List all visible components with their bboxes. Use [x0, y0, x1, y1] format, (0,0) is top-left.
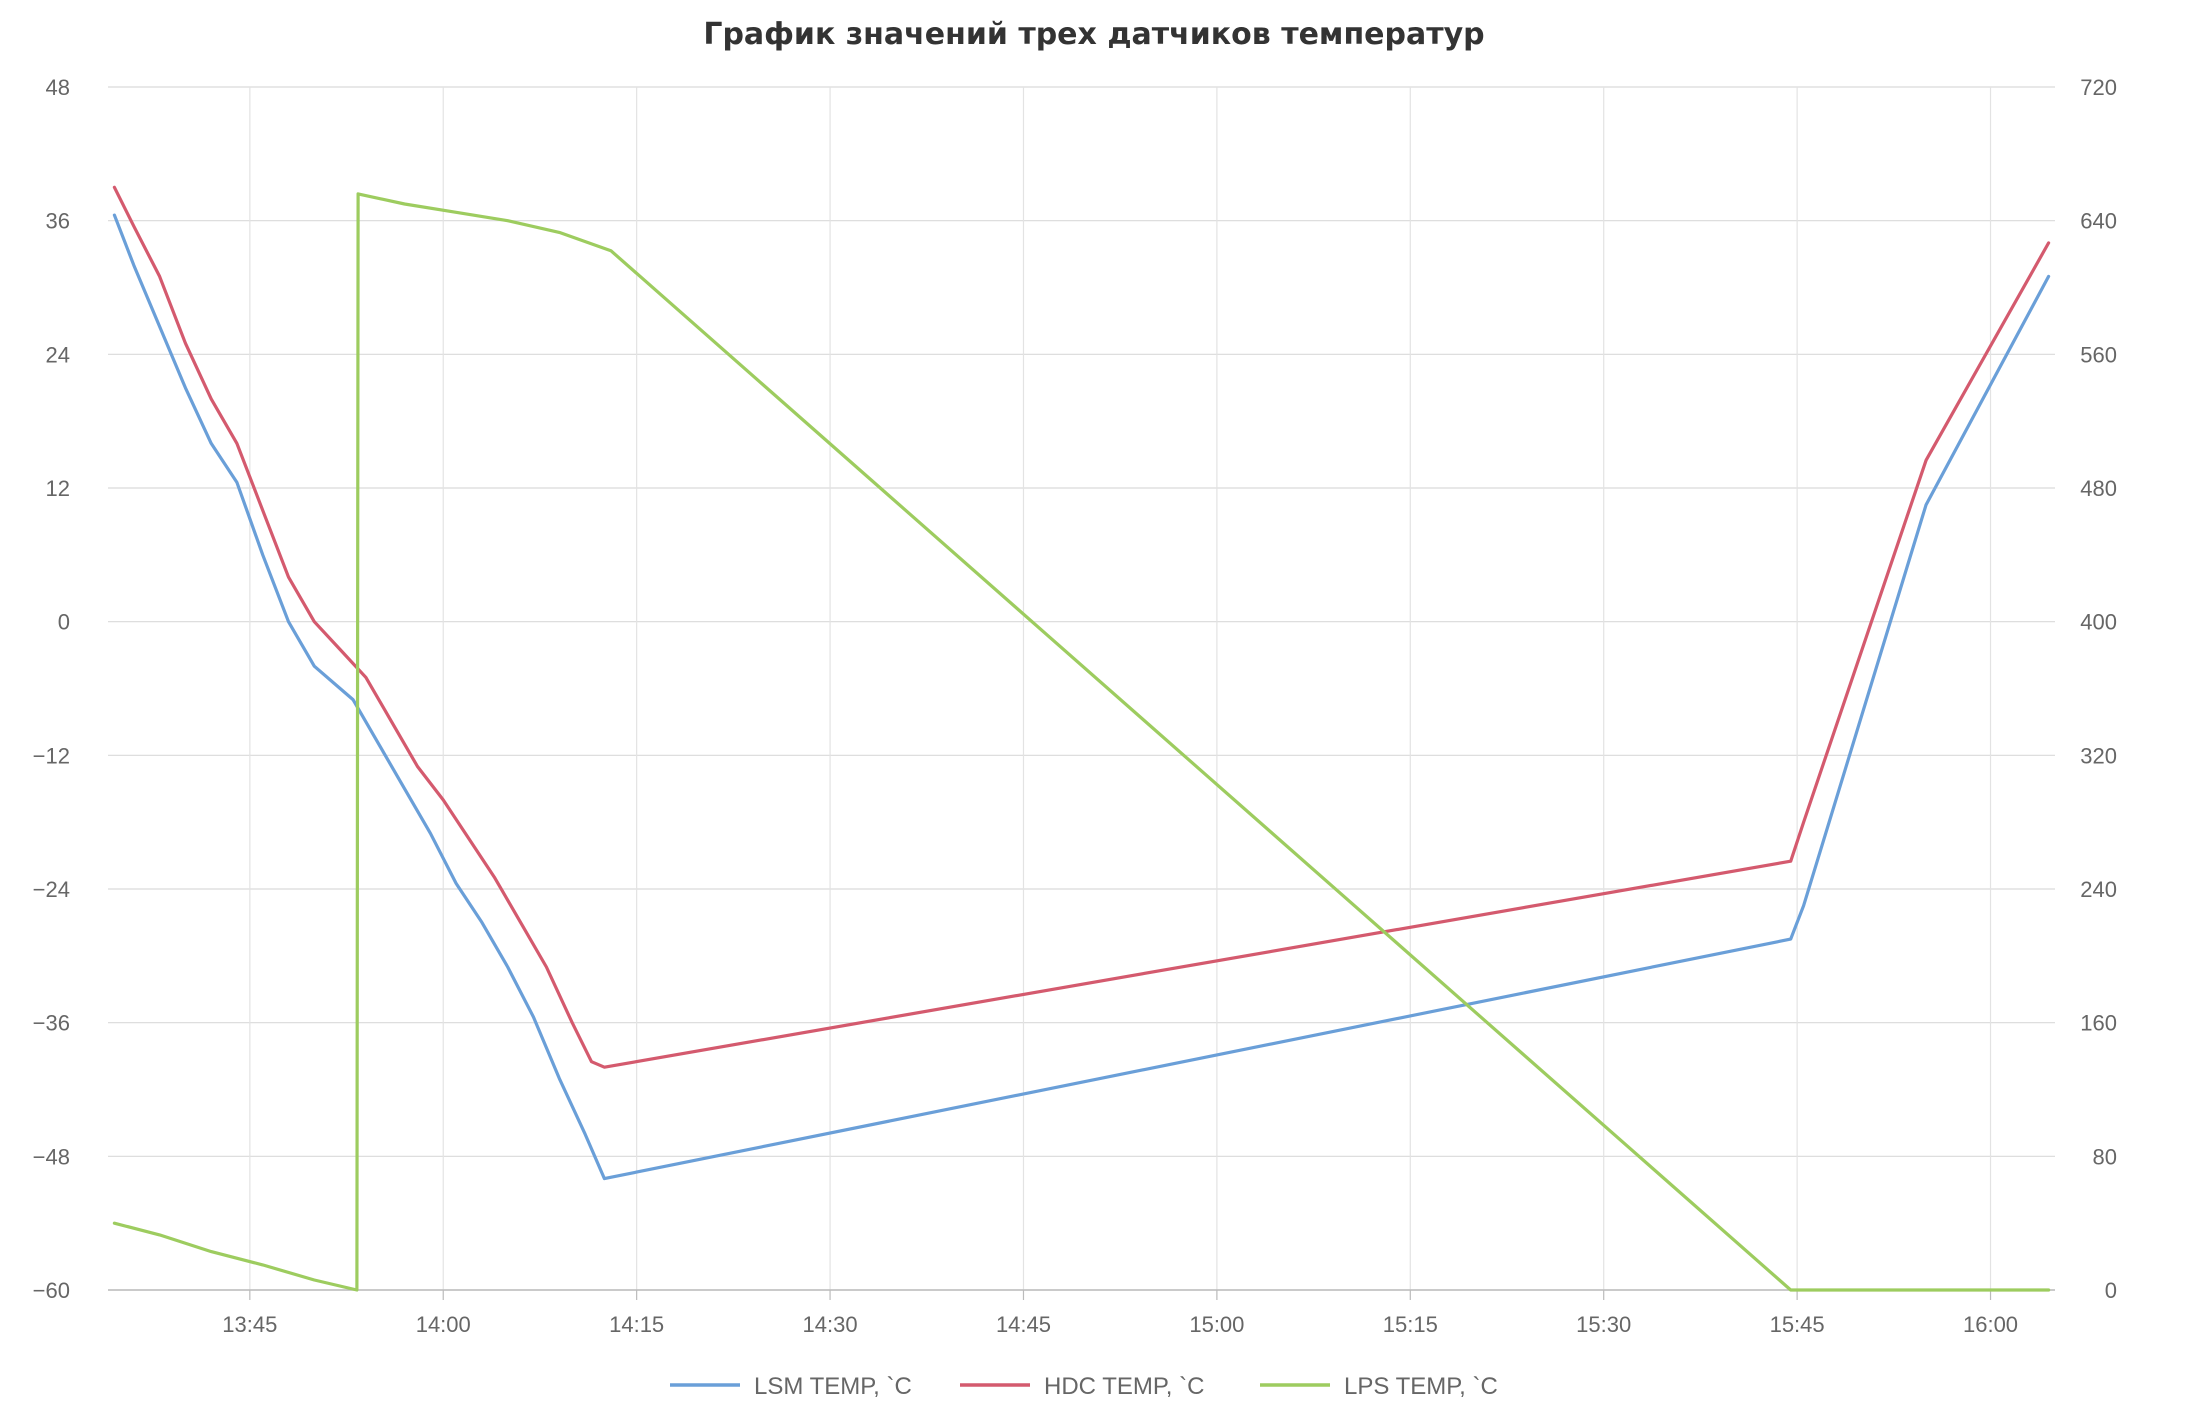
y-right-tick-label: 640 [2080, 209, 2117, 234]
y-right-tick-label: 560 [2080, 342, 2117, 367]
series-line [112, 185, 2051, 1069]
legend-label: HDC TEMP, `C [1044, 1373, 1204, 1400]
y-left-tick-label: 36 [46, 209, 70, 234]
y-left-tick-label: 0 [58, 610, 70, 635]
y-right-tick-label: 720 [2080, 75, 2117, 100]
y-left-tick-label: 48 [46, 75, 70, 100]
gridlines [108, 86, 2055, 1291]
x-tick-label: 13:45 [222, 1312, 277, 1337]
x-tick-label: 15:00 [1189, 1312, 1244, 1337]
x-tick-label: 15:15 [1383, 1312, 1438, 1337]
y-right-tick-label: 400 [2080, 610, 2117, 635]
series-line [112, 192, 2051, 1292]
y-left-tick-label: 24 [46, 342, 70, 367]
y-right-tick-label: 80 [2093, 1144, 2117, 1169]
legend[interactable]: LSM TEMP, `C HDC TEMP, `C LPS TEMP, `C [670, 1373, 1498, 1400]
legend-item[interactable]: LSM TEMP, `C [670, 1373, 912, 1400]
y-left-tick-label: −60 [33, 1278, 70, 1303]
x-tick-label: 15:30 [1576, 1312, 1631, 1337]
legend-item[interactable]: LPS TEMP, `C [1260, 1373, 1498, 1400]
chart-title: График значений трех датчиков температур [703, 17, 1484, 52]
y-right-tick-label: 480 [2080, 476, 2117, 501]
y-right-tick-label: 240 [2080, 877, 2117, 902]
x-tick-label: 15:45 [1770, 1312, 1825, 1337]
x-tick-label: 14:00 [416, 1312, 471, 1337]
x-tick-label: 14:15 [609, 1312, 664, 1337]
y-left-tick-label: −36 [33, 1011, 70, 1036]
legend-label: LPS TEMP, `C [1344, 1373, 1498, 1400]
y-left-tick-label: −12 [33, 743, 70, 768]
y-left-tick-label: −48 [33, 1144, 70, 1169]
legend-item[interactable]: HDC TEMP, `C [960, 1373, 1204, 1400]
y-right-tick-label: 0 [2105, 1278, 2117, 1303]
x-tick-label: 14:30 [803, 1312, 858, 1337]
y-right-tick-label: 320 [2080, 743, 2117, 768]
y-left-tick-label: −24 [33, 877, 70, 902]
y-left-tick-label: 12 [46, 476, 70, 501]
x-tick-label: 14:45 [996, 1312, 1051, 1337]
x-tick-label: 16:00 [1963, 1312, 2018, 1337]
series-line [112, 213, 2051, 1181]
legend-label: LSM TEMP, `C [754, 1373, 912, 1400]
y-right-tick-label: 160 [2080, 1011, 2117, 1036]
series-lines [112, 185, 2051, 1292]
axes: 48 720 36 640 24 560 12 480 0 400 −12 320 −24 240 −36 1… [33, 75, 2117, 1337]
